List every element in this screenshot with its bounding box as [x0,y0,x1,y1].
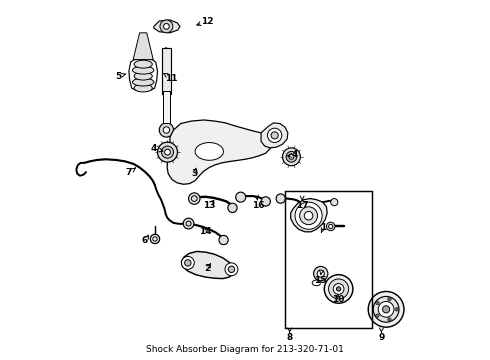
Circle shape [304,211,313,220]
Circle shape [159,123,173,137]
Text: 13: 13 [203,201,216,210]
Text: 16: 16 [252,201,265,210]
Bar [285,191,372,328]
Circle shape [228,266,235,273]
Circle shape [295,202,322,229]
Circle shape [378,301,394,317]
Text: 11: 11 [166,74,178,83]
Circle shape [326,222,335,231]
Text: 6: 6 [142,236,148,245]
Circle shape [289,154,294,159]
Circle shape [299,202,309,211]
Circle shape [376,301,379,305]
Text: Shock Absorber Diagram for 213-320-71-01: Shock Absorber Diagram for 213-320-71-01 [146,345,344,354]
Text: 10: 10 [332,295,345,304]
Circle shape [373,296,399,322]
Text: 14: 14 [199,227,212,236]
Circle shape [395,307,398,311]
Circle shape [157,142,177,162]
Circle shape [236,192,245,202]
Circle shape [333,284,344,294]
Circle shape [329,224,333,229]
Ellipse shape [134,84,152,92]
Polygon shape [181,251,234,279]
Text: 1: 1 [320,222,327,231]
Text: 9: 9 [378,333,385,342]
Polygon shape [133,33,153,60]
Text: 4: 4 [151,144,157,153]
Circle shape [164,23,169,29]
Circle shape [283,148,300,166]
Circle shape [388,318,391,321]
Circle shape [368,292,404,327]
Bar [163,91,170,123]
Circle shape [165,149,171,155]
Polygon shape [261,123,288,148]
Circle shape [228,203,237,212]
Circle shape [337,287,341,291]
Ellipse shape [134,60,152,68]
Circle shape [331,199,338,206]
Circle shape [183,218,194,229]
Text: 8: 8 [287,333,293,342]
Polygon shape [154,20,180,33]
Text: 12: 12 [201,17,214,26]
Circle shape [388,297,391,301]
Ellipse shape [132,66,154,74]
Bar [162,48,171,94]
Ellipse shape [132,78,154,86]
Circle shape [317,270,324,277]
Polygon shape [167,120,272,184]
Circle shape [150,234,160,244]
Circle shape [219,235,228,245]
Polygon shape [195,143,223,160]
Circle shape [185,260,191,266]
Circle shape [268,128,282,143]
Circle shape [153,237,157,241]
Circle shape [161,146,173,158]
Circle shape [329,279,348,299]
Circle shape [300,207,318,225]
Circle shape [383,306,390,313]
Text: 2: 2 [204,264,211,273]
Circle shape [271,132,278,139]
Circle shape [163,127,170,133]
Circle shape [181,256,194,269]
Circle shape [261,197,270,206]
Circle shape [324,275,353,303]
Circle shape [276,194,285,203]
Ellipse shape [134,72,152,80]
Text: 7: 7 [126,168,132,177]
Polygon shape [291,199,327,232]
Circle shape [286,152,297,162]
Circle shape [376,314,379,318]
Circle shape [314,266,328,281]
Text: 4: 4 [292,150,298,159]
Circle shape [160,20,173,33]
Circle shape [189,193,200,204]
Circle shape [225,263,238,276]
Text: 15: 15 [314,275,326,284]
Text: 3: 3 [192,169,198,178]
Text: 5: 5 [115,72,122,81]
Text: 17: 17 [296,201,309,210]
